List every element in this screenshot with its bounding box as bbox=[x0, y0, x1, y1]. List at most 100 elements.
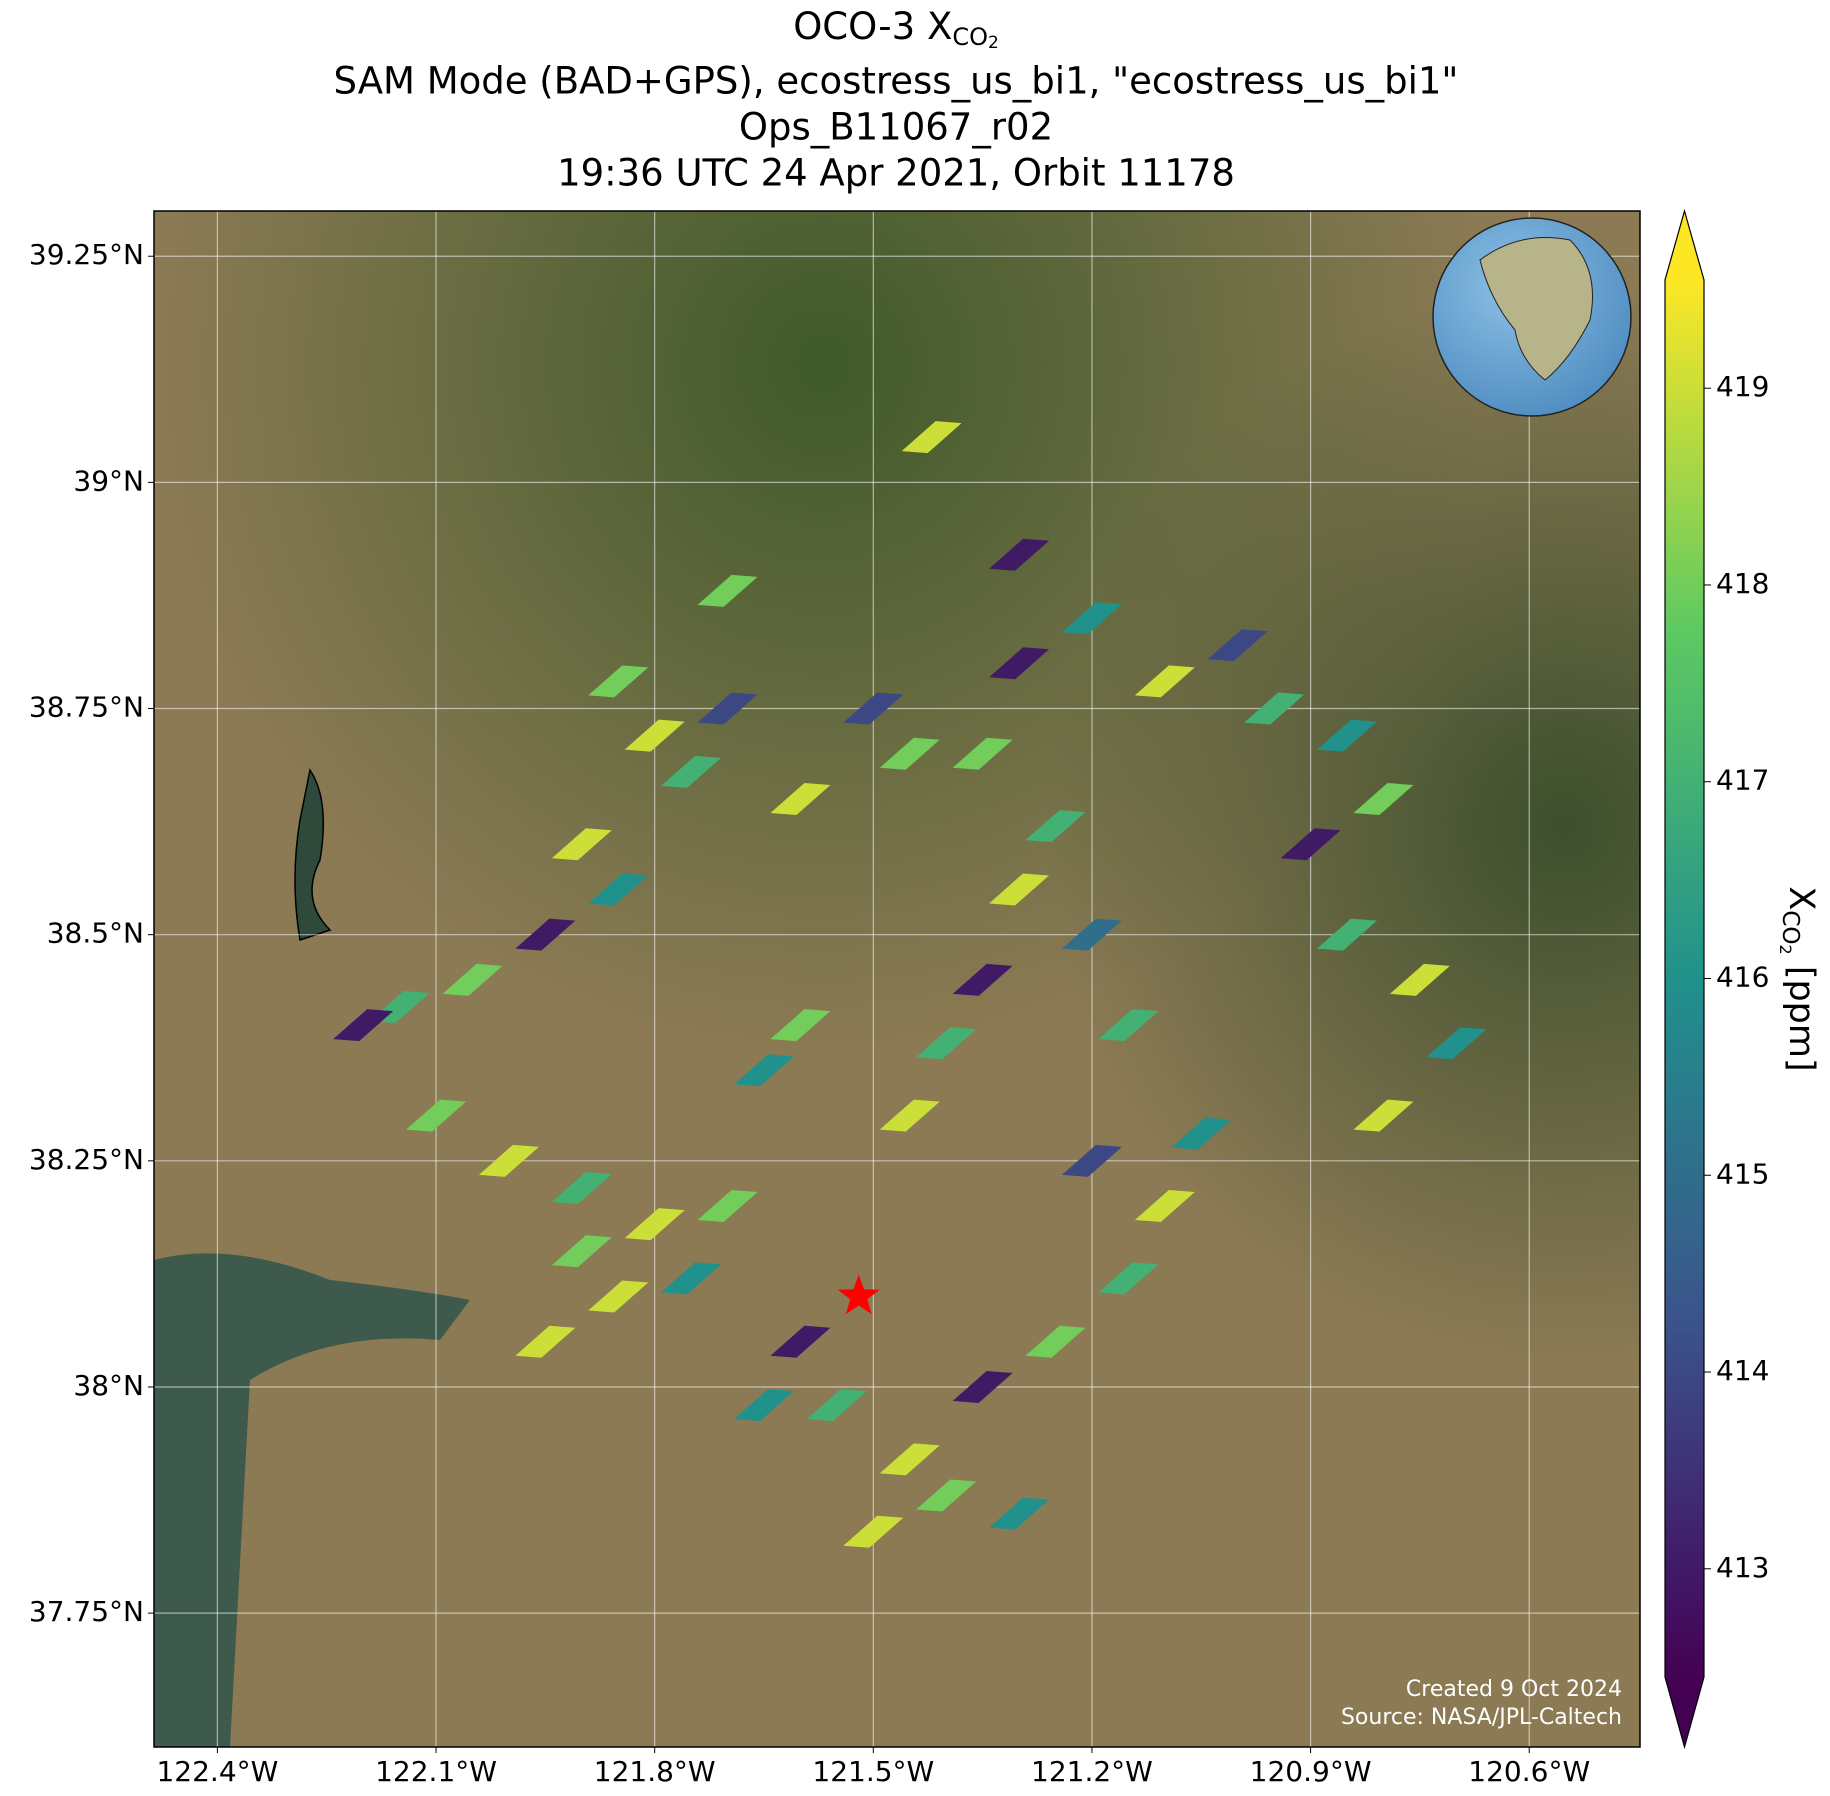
sounding bbox=[952, 963, 1013, 996]
colorbar-extend-top bbox=[1665, 211, 1704, 280]
sounding bbox=[515, 918, 576, 951]
grid bbox=[154, 211, 1640, 1747]
sounding bbox=[624, 719, 685, 752]
colorbar-body bbox=[1665, 280, 1704, 1677]
sounding bbox=[1061, 1144, 1122, 1177]
sounding bbox=[624, 1208, 685, 1241]
colorbar-label-part: 2 bbox=[1777, 945, 1796, 955]
target-star bbox=[837, 1274, 880, 1315]
title-subsub: 2 bbox=[988, 33, 999, 53]
subtitle: 19:36 UTC 24 Apr 2021, Orbit 11178 bbox=[557, 152, 1235, 195]
sounding bbox=[661, 755, 722, 788]
sounding bbox=[1134, 1190, 1195, 1223]
sounding bbox=[697, 574, 758, 607]
colorbar-tick-label: 416 bbox=[1716, 961, 1769, 994]
x-tick-label: 121.8°W bbox=[594, 1755, 716, 1788]
sounding bbox=[442, 963, 503, 996]
chart-title: OCO-3 XCO2 bbox=[793, 5, 999, 54]
ticks: 122.4°W 122.1°W 121.8°W 121.5°W 121.2°W 120.9… bbox=[29, 238, 1590, 1788]
sounding bbox=[733, 1389, 794, 1422]
sounding bbox=[1061, 602, 1122, 635]
sounding bbox=[661, 1262, 722, 1295]
sounding bbox=[478, 1144, 539, 1177]
sounding bbox=[1426, 1027, 1487, 1060]
x-tick-label: 120.6°W bbox=[1468, 1755, 1590, 1788]
colorbar-label-part: X bbox=[1781, 886, 1821, 910]
basemap-green bbox=[154, 211, 1640, 1747]
colorbar-tick-label: 414 bbox=[1716, 1354, 1769, 1387]
colorbar-tick-label: 418 bbox=[1716, 567, 1769, 600]
globe-land bbox=[1479, 237, 1593, 381]
sounding bbox=[989, 1497, 1050, 1530]
bay bbox=[154, 1253, 470, 1747]
sounding bbox=[1353, 782, 1414, 815]
credit: Created 9 Oct 2024 bbox=[1406, 1677, 1622, 1702]
sounding bbox=[952, 737, 1013, 770]
sounding bbox=[1207, 629, 1268, 662]
colorbar-label: XCO2 [ppm] bbox=[1777, 886, 1822, 1071]
x-tick-label: 121.5°W bbox=[812, 1755, 934, 1788]
sounding bbox=[333, 1009, 394, 1042]
sounding bbox=[843, 692, 904, 725]
title-sub: CO bbox=[952, 23, 988, 51]
sounding bbox=[1134, 665, 1195, 698]
sounding bbox=[1098, 1262, 1159, 1295]
y-tick-label: 38.75°N bbox=[29, 691, 144, 724]
sounding bbox=[989, 873, 1050, 906]
y-tick-label: 38.25°N bbox=[29, 1143, 144, 1176]
x-tick-label: 121.2°W bbox=[1031, 1755, 1153, 1788]
sounding bbox=[952, 1370, 1013, 1403]
soundings bbox=[333, 421, 1487, 1548]
sounding bbox=[1280, 828, 1341, 861]
sounding bbox=[1353, 1099, 1414, 1132]
sounding bbox=[879, 1099, 940, 1132]
colorbar: 413 414 415 416 417 418 419 XCO2 [ppm] bbox=[1664, 208, 1822, 1750]
y-tick-label: 39°N bbox=[73, 464, 144, 497]
subtitle: Ops_B11067_r02 bbox=[739, 106, 1053, 149]
sounding bbox=[1244, 692, 1305, 725]
sounding bbox=[588, 873, 649, 906]
colorbar-label-part: [ppm] bbox=[1781, 955, 1821, 1072]
sounding bbox=[770, 1009, 831, 1042]
sounding bbox=[733, 1054, 794, 1087]
sounding bbox=[1317, 918, 1378, 951]
sounding bbox=[697, 1190, 758, 1223]
sounding bbox=[806, 1389, 867, 1422]
x-tick-label: 122.4°W bbox=[156, 1755, 278, 1788]
colorbar-tick-label: 419 bbox=[1716, 370, 1769, 403]
y-tick-label: 39.25°N bbox=[29, 238, 144, 271]
colorbar-label-part: CO bbox=[1778, 910, 1804, 944]
sounding bbox=[1025, 810, 1086, 843]
sounding bbox=[588, 1280, 649, 1313]
sounding bbox=[770, 782, 831, 815]
sounding bbox=[916, 1479, 977, 1512]
sounding bbox=[515, 1325, 576, 1358]
sounding bbox=[1171, 1117, 1232, 1150]
sounding bbox=[406, 1099, 467, 1132]
map-frame bbox=[153, 210, 1641, 1748]
sounding bbox=[989, 538, 1050, 571]
x-tick-label: 120.9°W bbox=[1250, 1755, 1372, 1788]
subtitles: SAM Mode (BAD+GPS), ecostress_us_bi1, "e… bbox=[334, 60, 1459, 195]
sounding bbox=[1061, 918, 1122, 951]
sounding bbox=[551, 1171, 612, 1204]
y-tick-label: 38.5°N bbox=[47, 917, 144, 950]
sounding bbox=[916, 1027, 977, 1060]
sounding bbox=[551, 828, 612, 861]
colorbar-extend-bottom bbox=[1665, 1677, 1704, 1747]
sounding bbox=[1025, 1325, 1086, 1358]
sounding bbox=[879, 1443, 940, 1476]
sounding bbox=[901, 421, 962, 454]
sounding bbox=[697, 692, 758, 725]
sounding bbox=[1098, 1009, 1159, 1042]
map: Created 9 Oct 2024 Source: NASA/JPL-Calt… bbox=[154, 211, 1640, 1747]
lake bbox=[294, 768, 332, 941]
sounding bbox=[989, 647, 1050, 680]
colorbar-tick-label: 413 bbox=[1716, 1551, 1769, 1584]
colorbar-outline bbox=[1664, 208, 1705, 1750]
sounding bbox=[1389, 963, 1450, 996]
colorbar-tick-label: 417 bbox=[1716, 764, 1769, 797]
sounding bbox=[551, 1235, 612, 1268]
sounding bbox=[588, 665, 649, 698]
